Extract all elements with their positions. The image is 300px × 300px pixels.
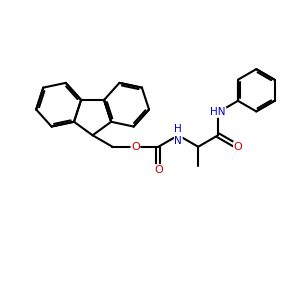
Text: O: O	[154, 165, 163, 175]
Text: O: O	[131, 142, 140, 152]
Text: HN: HN	[210, 107, 226, 117]
Text: O: O	[234, 142, 242, 152]
Text: H
N: H N	[174, 124, 182, 146]
